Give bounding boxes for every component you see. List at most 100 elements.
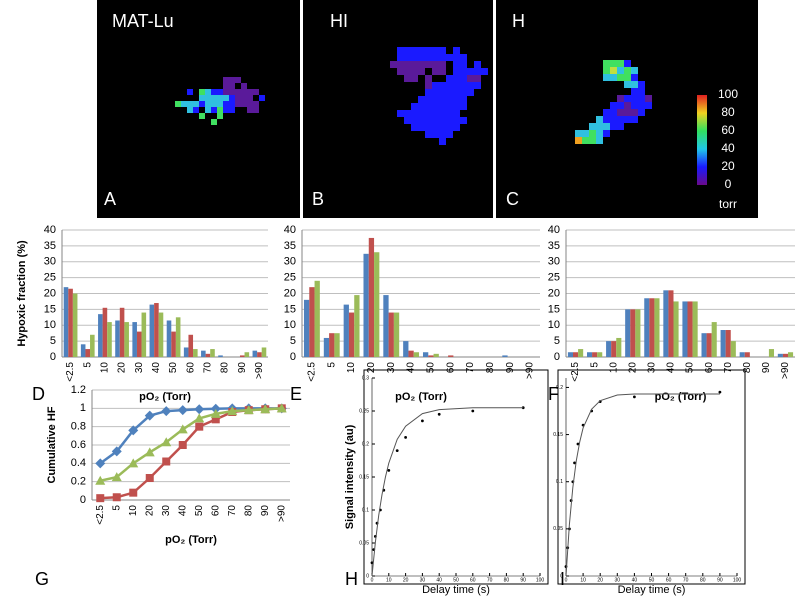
pixel [432, 103, 439, 110]
pixel [425, 54, 432, 61]
pixel [631, 67, 638, 74]
pixel [460, 61, 467, 68]
pixel [603, 130, 610, 137]
x-tick-label: >90 [780, 362, 791, 379]
bar [323, 337, 330, 357]
pixel [446, 54, 453, 61]
marker [144, 447, 155, 457]
x-tick-label: 40 [632, 577, 638, 583]
pixel [474, 75, 481, 82]
x-tick-label: 30 [420, 577, 426, 583]
pixel [645, 102, 652, 109]
bar [572, 352, 579, 357]
pixel [596, 130, 603, 137]
panel-label: I [560, 569, 565, 589]
x-tick-label: 90 [237, 362, 248, 374]
bar [635, 309, 641, 357]
point [395, 449, 399, 452]
x-tick-label: 90 [717, 577, 723, 583]
bar [597, 352, 603, 357]
bar [309, 287, 315, 357]
pixel [453, 47, 460, 54]
y-tick-label: 0.2 [362, 441, 369, 447]
panel-title: MAT-Lu [112, 11, 174, 31]
pixel [624, 74, 631, 81]
x-tick-label: 20 [627, 362, 638, 374]
point [370, 561, 374, 565]
bar [175, 317, 181, 357]
x-tick-label: 80 [504, 577, 510, 583]
pixel [175, 101, 181, 107]
pixel [610, 74, 617, 81]
x-tick-label: 10 [346, 362, 357, 374]
pixel [432, 82, 439, 89]
bar [85, 349, 91, 357]
x-tick-label: <2.5 [307, 362, 318, 382]
bar [183, 347, 189, 357]
pixel [187, 101, 193, 107]
marker [210, 403, 221, 414]
pixel [439, 82, 446, 89]
bar [433, 353, 439, 357]
bar [314, 280, 320, 357]
pixel [460, 89, 467, 96]
pixel [253, 89, 259, 95]
bar [149, 304, 155, 357]
y-tick-label: 30 [548, 256, 560, 268]
marker [177, 405, 188, 416]
marker [178, 441, 187, 449]
pixel [193, 107, 199, 113]
pixel [596, 123, 603, 130]
pixel [411, 54, 418, 61]
pixel [617, 109, 624, 116]
pixel [241, 89, 247, 95]
bar [606, 341, 612, 357]
y-tick-label: 35 [548, 240, 560, 252]
pixel [404, 61, 411, 68]
x-tick-label: 70 [487, 577, 493, 583]
marker [129, 488, 138, 497]
y-tick-label: 5 [290, 335, 296, 347]
pixel [199, 113, 205, 119]
pixel [446, 103, 453, 110]
bar [625, 309, 631, 357]
x-tick-label: >90 [254, 362, 265, 379]
pixel [631, 116, 638, 123]
panel-label: E [290, 384, 302, 404]
x-axis-label: pO₂ (Torr) [655, 391, 707, 403]
marker [161, 406, 172, 417]
y-tick-label: 0.2 [71, 476, 86, 488]
x-tick-label: 70 [683, 577, 689, 583]
x-tick-label: 30 [647, 362, 658, 374]
bar [586, 352, 593, 357]
pixel [253, 107, 259, 113]
pixel [211, 107, 217, 113]
x-tick-label: 50 [194, 505, 205, 517]
pixel [217, 89, 223, 95]
y-axis-label: Signal intensity (au) [344, 424, 356, 529]
pixel [223, 107, 229, 113]
pixel [596, 116, 603, 123]
pixel [432, 96, 439, 103]
x-tick-label: 80 [243, 505, 254, 517]
y-tick-label: 20 [44, 287, 56, 299]
pixel [631, 81, 638, 88]
pixel [211, 89, 217, 95]
marker [144, 410, 155, 421]
pixel [467, 82, 474, 89]
x-axis-label: pO₂ (Torr) [395, 391, 447, 403]
marker [177, 424, 188, 434]
x-tick-label: >90 [276, 505, 287, 522]
x-tick-label: 70 [465, 362, 476, 374]
pixel [638, 88, 645, 95]
bar [682, 301, 688, 357]
pixel [241, 101, 247, 107]
bar [193, 349, 198, 357]
pixel [624, 67, 631, 74]
bar [368, 237, 375, 357]
bar [730, 341, 736, 357]
bar [649, 298, 655, 357]
y-tick-label: 40 [284, 224, 296, 236]
pixel [446, 82, 453, 89]
image-panel [698, 0, 758, 218]
